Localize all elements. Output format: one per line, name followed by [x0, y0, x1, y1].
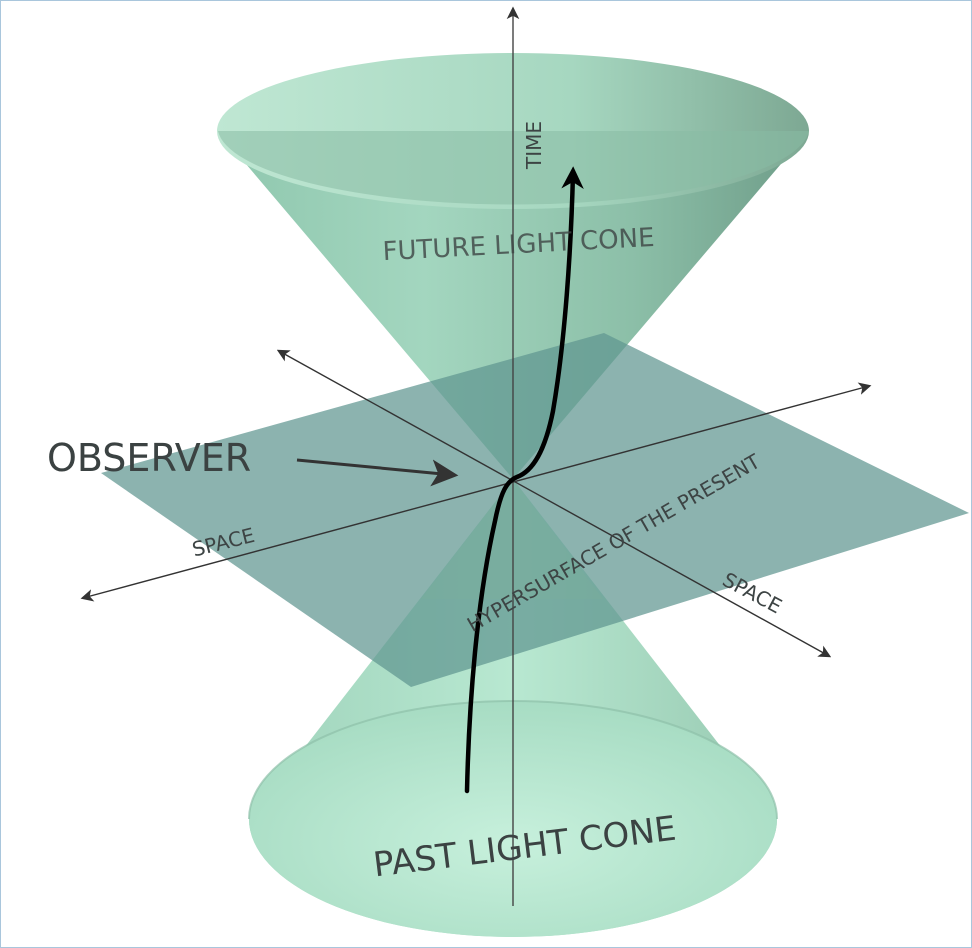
observer-label: OBSERVER: [47, 436, 251, 480]
space-axis-2: [80, 382, 872, 602]
axes: [80, 6, 872, 906]
observer-arrow: [296, 458, 459, 487]
time-label: TIME: [522, 121, 546, 170]
world-line: [464, 166, 584, 794]
